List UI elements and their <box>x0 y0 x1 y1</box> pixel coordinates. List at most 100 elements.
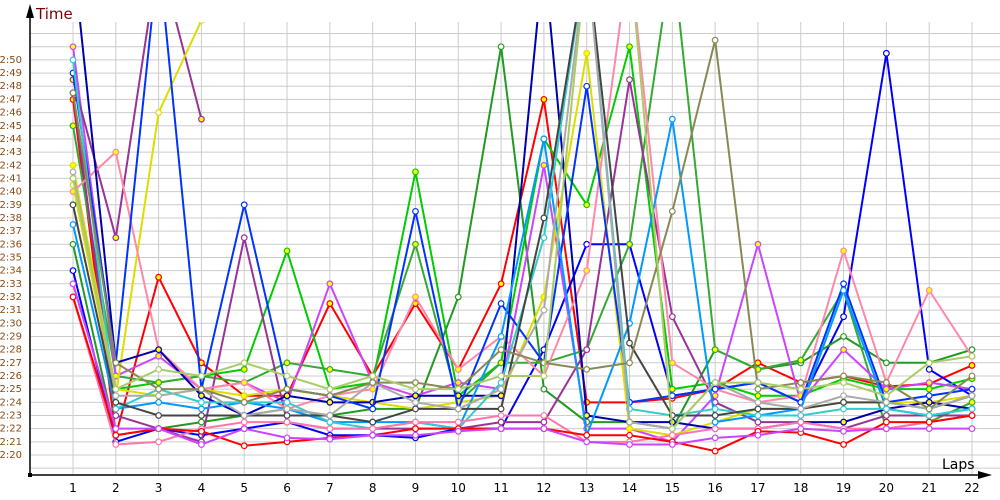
data-point <box>626 425 633 433</box>
data-point <box>412 431 419 439</box>
data-point <box>412 418 419 426</box>
data-point <box>583 438 591 446</box>
data-point <box>369 405 377 413</box>
data-point <box>925 359 933 367</box>
data-point <box>840 418 847 426</box>
data-point <box>626 240 633 248</box>
data-point <box>540 425 548 433</box>
data-point <box>797 385 805 393</box>
data-point <box>668 207 676 215</box>
y-tick-label: 2:23 <box>0 410 22 421</box>
data-point <box>497 280 505 288</box>
x-tick-label: 14 <box>622 481 637 495</box>
data-point <box>240 418 248 426</box>
data-point <box>69 201 77 209</box>
data-point <box>112 385 120 393</box>
data-point <box>540 385 548 393</box>
data-point <box>412 240 419 248</box>
data-point <box>155 379 163 386</box>
data-point <box>454 379 462 386</box>
data-point <box>754 398 762 406</box>
x-tick-label: 12 <box>536 481 551 495</box>
data-point <box>754 412 762 419</box>
x-tick-label: 4 <box>198 481 206 495</box>
data-point <box>925 398 933 406</box>
data-point <box>840 286 847 294</box>
data-point <box>369 431 377 439</box>
data-point <box>326 365 334 373</box>
y-tick-label: 2:28 <box>0 345 22 356</box>
data-point <box>112 425 120 433</box>
data-point <box>497 359 505 367</box>
y-tick-label: 2:43 <box>0 147 22 158</box>
data-point <box>540 161 548 169</box>
data-point <box>968 392 976 400</box>
data-point <box>155 365 163 373</box>
data-point <box>155 398 163 406</box>
data-point <box>326 435 334 443</box>
y-tick-label: 2:21 <box>0 437 22 448</box>
data-point <box>840 441 847 448</box>
data-point <box>840 392 847 400</box>
data-point <box>198 412 205 419</box>
data-point <box>968 362 976 369</box>
data-point <box>369 425 377 433</box>
data-point <box>112 392 120 400</box>
data-point <box>711 379 719 386</box>
data-point <box>925 425 933 433</box>
data-point <box>112 405 120 413</box>
data-point <box>626 441 633 448</box>
data-point <box>840 247 847 255</box>
data-point <box>540 234 548 242</box>
data-point <box>240 425 248 433</box>
data-point <box>69 56 77 64</box>
data-point <box>497 385 505 393</box>
data-point <box>711 346 719 354</box>
data-point <box>283 412 291 419</box>
data-point <box>454 418 462 426</box>
x-tick-label: 1 <box>69 481 77 495</box>
data-point <box>968 372 976 380</box>
x-tick-label: 3 <box>155 481 163 495</box>
data-point <box>69 89 77 97</box>
data-point <box>840 405 847 413</box>
data-point <box>326 280 334 288</box>
data-point <box>240 359 248 367</box>
data-point <box>155 346 163 354</box>
data-point <box>112 431 120 439</box>
data-point <box>326 412 334 419</box>
y-axis-ticks: 2:20 2:21 2:22 2:23 2:24 2:25 2:26 2:27 2:28 2:29… <box>0 55 22 461</box>
data-point <box>583 201 591 209</box>
data-point <box>583 49 591 57</box>
data-point <box>754 431 762 439</box>
data-point <box>69 280 77 288</box>
data-point <box>326 418 334 426</box>
data-point <box>711 36 719 44</box>
data-point <box>112 441 120 448</box>
data-point <box>711 418 719 426</box>
x-tick-label: 11 <box>493 481 508 495</box>
data-point <box>497 405 505 413</box>
data-point <box>882 49 890 57</box>
data-point <box>540 412 548 419</box>
data-point <box>412 293 419 301</box>
y-tick-label: 2:40 <box>0 187 22 198</box>
data-point <box>412 398 419 406</box>
data-point <box>968 385 976 393</box>
data-point <box>240 234 248 242</box>
series-line <box>72 99 973 436</box>
data-point <box>882 385 890 393</box>
data-point <box>412 405 419 413</box>
data-point <box>198 392 205 400</box>
series-line <box>72 283 972 446</box>
data-point <box>882 412 890 419</box>
data-point <box>155 273 163 281</box>
data-point <box>283 405 291 413</box>
data-point <box>497 412 505 419</box>
data-point <box>668 313 676 321</box>
data-point <box>754 405 762 413</box>
data-point <box>840 427 847 435</box>
data-point <box>240 379 248 386</box>
data-point <box>840 280 847 288</box>
